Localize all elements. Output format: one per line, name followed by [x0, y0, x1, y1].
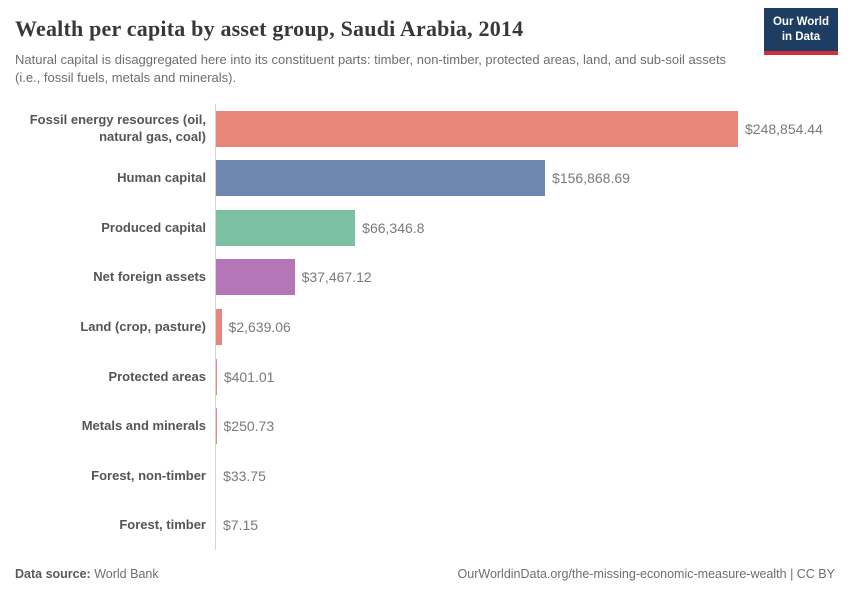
- owid-logo-line1: Our World: [772, 16, 829, 28]
- bar[interactable]: [216, 110, 738, 147]
- bar-area: $2,639.06: [215, 302, 835, 352]
- chart-row: Forest, non-timber $33.75: [15, 451, 835, 501]
- bar-area: $250.73: [215, 401, 835, 452]
- bar-label: Metals and minerals: [81, 418, 206, 434]
- bar-value: $37,467.12: [301, 269, 372, 286]
- bar-label: Forest, timber: [119, 517, 206, 533]
- chart-row: Metals and minerals $250.73: [15, 401, 835, 452]
- chart-footer: Data source: World Bank OurWorldinData.o…: [15, 567, 835, 581]
- bar-value: $7.15: [223, 517, 259, 534]
- bar-label: Land (crop, pasture): [80, 318, 206, 334]
- bar-area: $7.15: [215, 500, 835, 551]
- owid-logo: Our World in Data: [763, 8, 838, 55]
- bar-label: Forest, non-timber: [91, 467, 206, 483]
- chart-row: Forest, timber $7.15: [15, 500, 835, 551]
- owid-logo-line2: in Data: [781, 30, 821, 43]
- bar[interactable]: [216, 408, 217, 445]
- bar-area: $37,467.12: [215, 252, 835, 303]
- data-source: Data source: World Bank: [15, 567, 159, 581]
- bar-value: $2,639.06: [228, 319, 291, 336]
- bar-label: Fossil energy resources (oil, natural ga…: [29, 112, 206, 144]
- bar-label: Net foreign assets: [93, 269, 206, 285]
- bar[interactable]: [216, 209, 356, 246]
- bar-value: $156,868.69: [552, 170, 630, 187]
- bar-value: $248,854.44: [745, 120, 823, 137]
- chart-row: Fossil energy resources (oil, natural ga…: [15, 103, 835, 154]
- bar-area: $33.75: [215, 451, 835, 501]
- bar-label: Produced capital: [101, 219, 206, 235]
- bar-chart: Fossil energy resources (oil, natural ga…: [15, 103, 835, 551]
- bar-value: $250.73: [223, 418, 275, 435]
- bar[interactable]: [216, 259, 295, 296]
- bar-label: Protected areas: [108, 368, 206, 384]
- footer-link: OurWorldinData.org/the-missing-economic-…: [457, 567, 835, 582]
- bar-area: $248,854.44: [215, 103, 835, 154]
- bar-label: Human capital: [117, 170, 206, 186]
- chart-subtitle: Natural capital is disaggregated here in…: [15, 52, 727, 86]
- chart-row: Produced capital $66,346.8: [15, 203, 835, 253]
- chart-row: Human capital $156,868.69: [15, 153, 835, 204]
- data-source-value: World Bank: [94, 567, 159, 582]
- bar[interactable]: [216, 309, 222, 346]
- bar-area: $66,346.8: [215, 203, 835, 253]
- bar-area: $401.01: [215, 351, 835, 402]
- bar-value: $401.01: [223, 368, 275, 385]
- bar[interactable]: [216, 160, 546, 197]
- bar[interactable]: [216, 358, 217, 395]
- chart-row: Land (crop, pasture) $2,639.06: [15, 302, 835, 352]
- bar-area: $156,868.69: [215, 153, 835, 204]
- bar-value: $66,346.8: [362, 219, 425, 236]
- page-title: Wealth per capita by asset group, Saudi …: [15, 16, 524, 41]
- chart-row: Net foreign assets $37,467.12: [15, 252, 835, 303]
- chart-row: Protected areas $401.01: [15, 351, 835, 402]
- data-source-label: Data source:: [15, 567, 91, 582]
- chart-header: Wealth per capita by asset group, Saudi …: [0, 0, 850, 88]
- bar-value: $33.75: [223, 467, 266, 484]
